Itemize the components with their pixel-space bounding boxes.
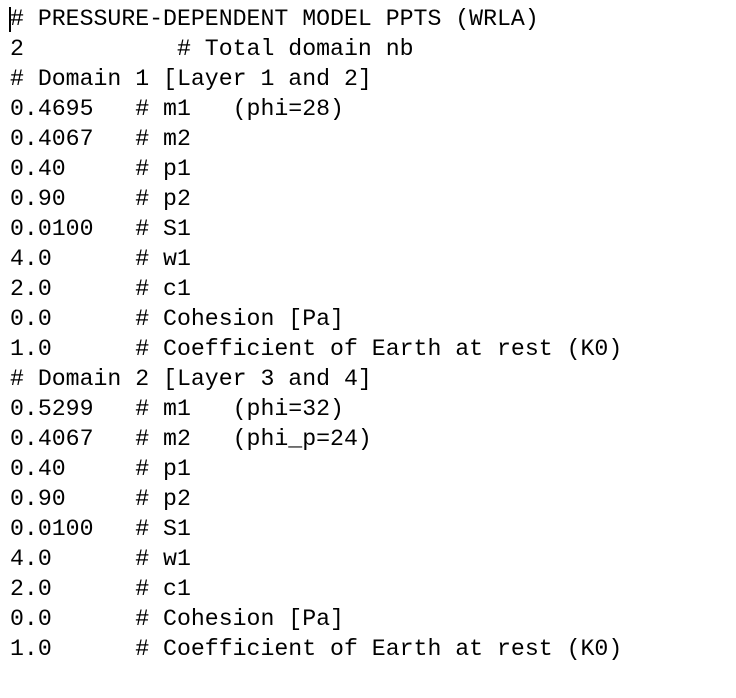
text-line: 0.0100 # S1: [10, 216, 191, 242]
text-line: 0.5299 # m1 (phi=32): [10, 396, 344, 422]
text-line: 1.0 # Coefficient of Earth at rest (K0): [10, 336, 623, 362]
text-line: 0.4695 # m1 (phi=28): [10, 96, 344, 122]
text-line: 0.90 # p2: [10, 486, 191, 512]
text-line: # Domain 1 [Layer 1 and 2]: [10, 66, 372, 92]
text-line: 2.0 # c1: [10, 276, 191, 302]
text-content: # PRESSURE-DEPENDENT MODEL PPTS (WRLA) 2 …: [10, 4, 622, 664]
text-line: 0.40 # p1: [10, 456, 191, 482]
text-line: # PRESSURE-DEPENDENT MODEL PPTS (WRLA): [10, 6, 539, 32]
text-line: 1.0 # Coefficient of Earth at rest (K0): [10, 636, 623, 662]
text-line: 0.0 # Cohesion [Pa]: [10, 606, 344, 632]
text-line: # Domain 2 [Layer 3 and 4]: [10, 366, 372, 392]
text-line: 4.0 # w1: [10, 246, 191, 272]
text-line: 4.0 # w1: [10, 546, 191, 572]
text-line: 2 # Total domain nb: [10, 36, 414, 62]
cursor: [9, 7, 11, 32]
text-line: 0.40 # p1: [10, 156, 191, 182]
text-line: 0.0 # Cohesion [Pa]: [10, 306, 344, 332]
text-line: 0.4067 # m2: [10, 126, 191, 152]
text-line: 0.4067 # m2 (phi_p=24): [10, 426, 372, 452]
text-line: 0.90 # p2: [10, 186, 191, 212]
text-line: 2.0 # c1: [10, 576, 191, 602]
text-line: 0.0100 # S1: [10, 516, 191, 542]
